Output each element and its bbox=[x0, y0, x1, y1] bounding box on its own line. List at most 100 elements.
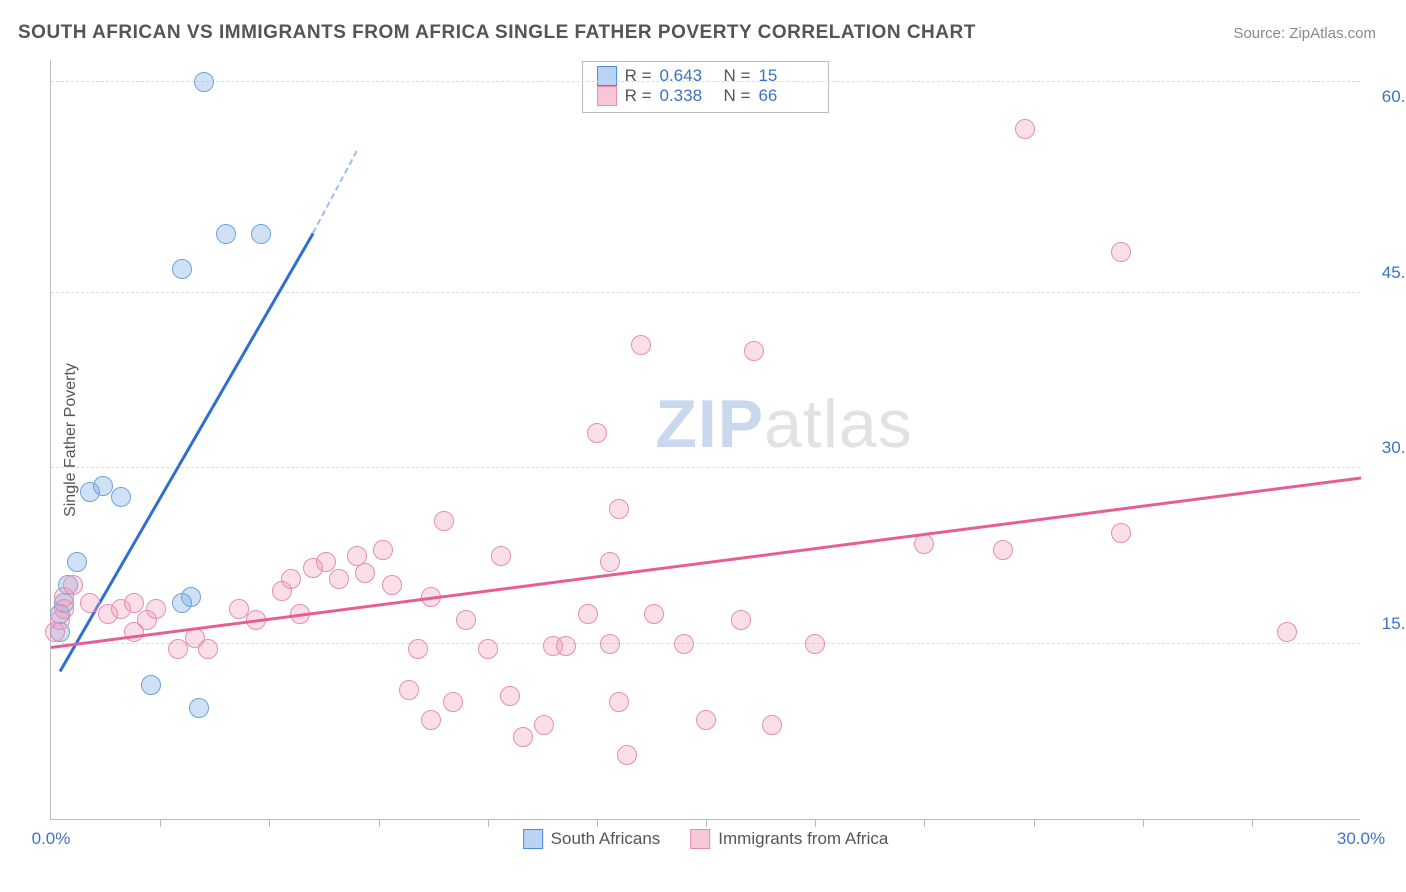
scatter-point bbox=[456, 610, 476, 630]
scatter-point bbox=[373, 540, 393, 560]
scatter-point bbox=[382, 575, 402, 595]
scatter-point bbox=[609, 692, 629, 712]
scatter-point bbox=[67, 552, 87, 572]
swatch-series-0 bbox=[597, 66, 617, 86]
y-tick-label: 15.0% bbox=[1370, 614, 1406, 634]
scatter-point bbox=[229, 599, 249, 619]
scatter-point bbox=[198, 639, 218, 659]
scatter-point bbox=[805, 634, 825, 654]
scatter-point bbox=[329, 569, 349, 589]
x-tick-label: 30.0% bbox=[1337, 829, 1385, 849]
scatter-point bbox=[355, 563, 375, 583]
scatter-point bbox=[587, 423, 607, 443]
scatter-point bbox=[478, 639, 498, 659]
val-N-1: 66 bbox=[758, 86, 814, 106]
x-tick-mark bbox=[1252, 819, 1253, 827]
legend-label-1: Immigrants from Africa bbox=[718, 829, 888, 849]
scatter-point bbox=[443, 692, 463, 712]
scatter-point bbox=[600, 634, 620, 654]
scatter-point bbox=[141, 675, 161, 695]
y-tick-label: 45.0% bbox=[1370, 263, 1406, 283]
y-tick-label: 30.0% bbox=[1370, 438, 1406, 458]
scatter-point bbox=[93, 476, 113, 496]
scatter-point bbox=[631, 335, 651, 355]
legend-label-0: South Africans bbox=[551, 829, 661, 849]
scatter-point bbox=[124, 593, 144, 613]
swatch-series-1 bbox=[597, 86, 617, 106]
legend-item-0: South Africans bbox=[523, 829, 661, 849]
scatter-point bbox=[914, 534, 934, 554]
scatter-point bbox=[513, 727, 533, 747]
x-tick-mark bbox=[924, 819, 925, 827]
x-tick-mark bbox=[706, 819, 707, 827]
y-tick-label: 60.0% bbox=[1370, 87, 1406, 107]
scatter-point bbox=[762, 715, 782, 735]
x-tick-mark bbox=[815, 819, 816, 827]
label-R: R = bbox=[625, 66, 652, 86]
plot-area: Single Father Poverty ZIPatlas R = 0.643… bbox=[50, 60, 1360, 820]
y-axis-label: Single Father Poverty bbox=[62, 363, 80, 517]
scatter-point bbox=[63, 575, 83, 595]
trend-line bbox=[51, 477, 1361, 650]
chart-title: SOUTH AFRICAN VS IMMIGRANTS FROM AFRICA … bbox=[18, 22, 976, 44]
scatter-point bbox=[111, 487, 131, 507]
scatter-point bbox=[696, 710, 716, 730]
scatter-point bbox=[408, 639, 428, 659]
x-tick-mark bbox=[379, 819, 380, 827]
label-R: R = bbox=[625, 86, 652, 106]
scatter-point bbox=[534, 715, 554, 735]
x-tick-mark bbox=[597, 819, 598, 827]
swatch-legend-0 bbox=[523, 829, 543, 849]
scatter-point bbox=[189, 698, 209, 718]
scatter-point bbox=[491, 546, 511, 566]
scatter-point bbox=[172, 593, 192, 613]
stats-row-2: R = 0.338 N = 66 bbox=[597, 86, 815, 106]
correlation-stats-box: R = 0.643 N = 15 R = 0.338 N = 66 bbox=[582, 61, 830, 113]
grid-line-h bbox=[51, 81, 1360, 82]
scatter-point bbox=[399, 680, 419, 700]
scatter-point bbox=[617, 745, 637, 765]
x-tick-label: 0.0% bbox=[32, 829, 71, 849]
x-tick-mark bbox=[160, 819, 161, 827]
trend-line bbox=[312, 151, 357, 234]
scatter-point bbox=[1111, 242, 1131, 262]
watermark-zip: ZIP bbox=[655, 386, 764, 462]
grid-line-h bbox=[51, 292, 1360, 293]
scatter-point bbox=[1111, 523, 1131, 543]
scatter-point bbox=[1015, 119, 1035, 139]
scatter-point bbox=[168, 639, 188, 659]
scatter-point bbox=[644, 604, 664, 624]
scatter-point bbox=[744, 341, 764, 361]
scatter-point bbox=[731, 610, 751, 630]
scatter-point bbox=[281, 569, 301, 589]
x-tick-mark bbox=[488, 819, 489, 827]
scatter-point bbox=[578, 604, 598, 624]
label-N: N = bbox=[724, 66, 751, 86]
scatter-point bbox=[146, 599, 166, 619]
scatter-point bbox=[251, 224, 271, 244]
scatter-point bbox=[609, 499, 629, 519]
grid-line-h bbox=[51, 467, 1360, 468]
legend-item-1: Immigrants from Africa bbox=[690, 829, 888, 849]
scatter-point bbox=[80, 593, 100, 613]
scatter-point bbox=[500, 686, 520, 706]
label-N: N = bbox=[724, 86, 751, 106]
watermark-atlas: atlas bbox=[764, 386, 913, 462]
x-axis-legend: South Africans Immigrants from Africa bbox=[523, 829, 889, 849]
x-tick-mark bbox=[1143, 819, 1144, 827]
swatch-legend-1 bbox=[690, 829, 710, 849]
scatter-point bbox=[316, 552, 336, 572]
source-label: Source: ZipAtlas.com bbox=[1233, 25, 1376, 42]
val-R-0: 0.643 bbox=[660, 66, 716, 86]
watermark: ZIPatlas bbox=[655, 385, 912, 463]
val-R-1: 0.338 bbox=[660, 86, 716, 106]
grid-line-h bbox=[51, 643, 1360, 644]
scatter-point bbox=[674, 634, 694, 654]
scatter-point bbox=[556, 636, 576, 656]
scatter-point bbox=[172, 259, 192, 279]
x-tick-mark bbox=[1034, 819, 1035, 827]
scatter-point bbox=[993, 540, 1013, 560]
stats-row-1: R = 0.643 N = 15 bbox=[597, 66, 815, 86]
scatter-point bbox=[194, 72, 214, 92]
scatter-point bbox=[434, 511, 454, 531]
